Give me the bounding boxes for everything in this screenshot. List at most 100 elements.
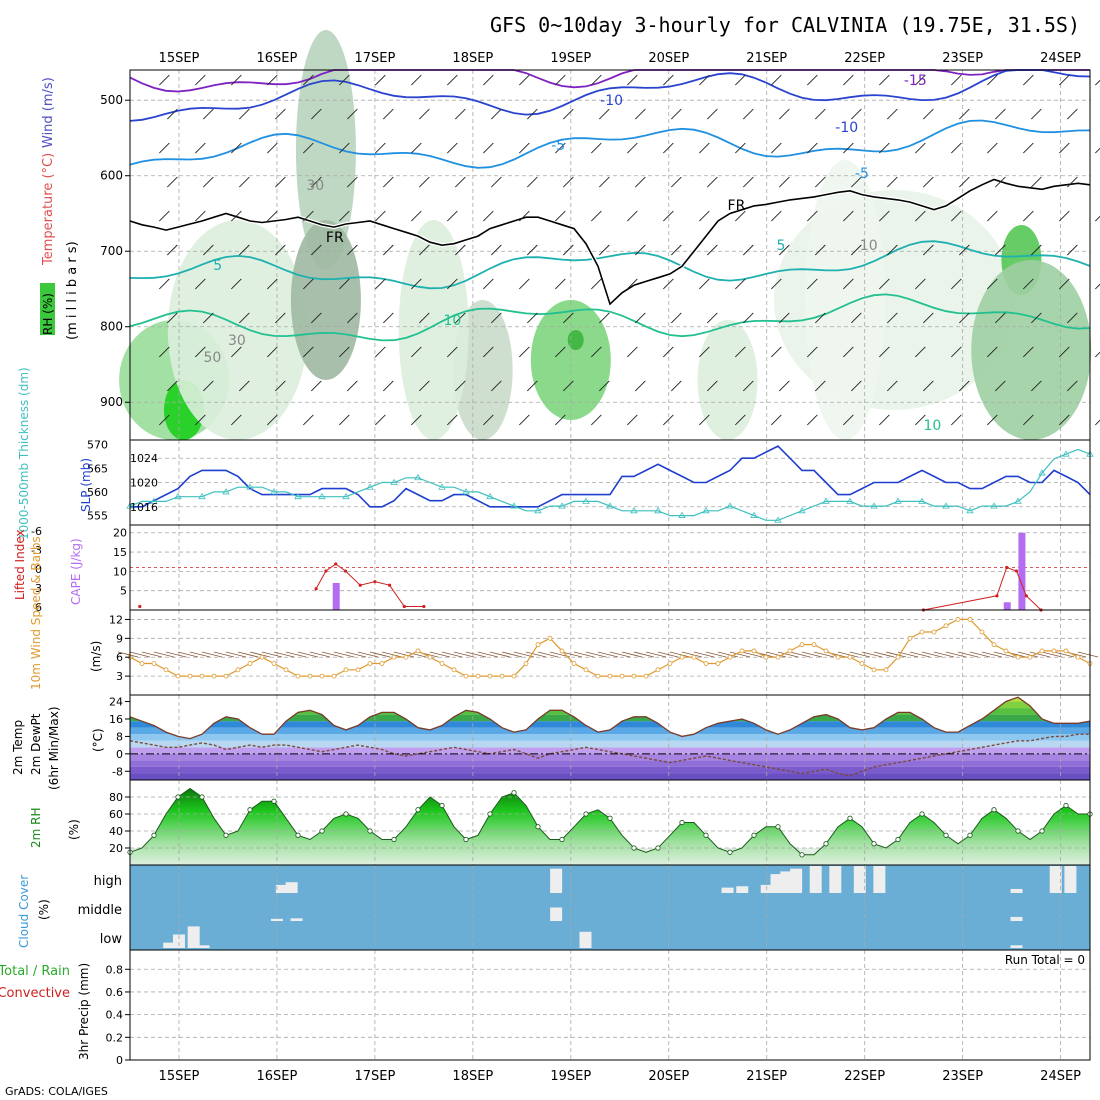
wind-barb — [267, 346, 278, 358]
rh-legend-swatch — [40, 283, 55, 335]
wind-barb — [779, 244, 790, 256]
wind-barb — [311, 176, 322, 188]
cloud-cover-panel: high middle low Cloud Cover (%) — [17, 864, 1091, 951]
rh-point — [775, 824, 781, 830]
wind-barb — [141, 651, 163, 658]
thickness-tick-label: 555 — [87, 510, 108, 523]
thickness-marker — [630, 507, 638, 514]
thickness-marker — [798, 507, 806, 514]
cloud-level-label: middle — [78, 903, 122, 918]
thickness-marker — [894, 497, 902, 504]
wind-speed-point — [991, 642, 997, 648]
ylabel-thickness: 1000-500mb Thickness (dm) — [17, 367, 31, 540]
wind-barb — [699, 414, 710, 426]
wind-barb — [635, 312, 646, 324]
wind-barb — [489, 651, 511, 658]
wind-barb — [663, 74, 674, 86]
thickness-marker — [918, 497, 926, 504]
wind-barb — [959, 108, 970, 120]
wind-barb — [411, 74, 422, 86]
wind-barb — [1023, 142, 1034, 154]
wind-barb — [951, 346, 962, 358]
wind-barb — [959, 176, 970, 188]
wind-barb — [635, 176, 646, 188]
y-tick-label: 0.6 — [106, 986, 124, 999]
wind-barb — [177, 651, 199, 658]
wind-speed-point — [703, 661, 709, 666]
wind-barb — [483, 346, 494, 358]
rh-point — [703, 832, 709, 838]
cloud-bar — [780, 871, 793, 893]
rh-point — [895, 836, 901, 843]
y-tick-label: 0.2 — [106, 1031, 124, 1044]
wind-barb — [563, 108, 574, 120]
wind-barb — [663, 210, 674, 222]
lifted-index-point — [314, 587, 318, 591]
y-tick-label: 16 — [109, 713, 123, 726]
wind-barb — [555, 142, 566, 154]
ylabel-cloud: Cloud Cover — [17, 875, 31, 948]
ylabel-minmax: (6hr Min/Max) — [47, 707, 61, 791]
rh-point — [295, 832, 301, 838]
wind-speed-point — [787, 648, 793, 654]
wind-barb — [671, 108, 682, 120]
wind-barb — [743, 244, 754, 256]
wind-barb — [1053, 651, 1075, 658]
bottom-date-label: 16SEP — [257, 1069, 298, 1084]
wind-barb — [159, 346, 170, 358]
wind-barb — [167, 312, 178, 324]
wind-barb — [707, 176, 718, 188]
wind-speed-point — [427, 654, 433, 660]
contour-label: 10 — [443, 313, 461, 329]
temp-band — [130, 760, 1090, 767]
cloud-bar — [1064, 866, 1077, 893]
temp-band — [130, 740, 1090, 748]
wind-barb — [591, 210, 602, 222]
contour-label: -15 — [904, 73, 927, 89]
thickness-marker — [822, 497, 830, 504]
rh-point — [655, 845, 661, 851]
wind-speed-point — [979, 629, 985, 635]
wind-barb — [717, 651, 739, 658]
wind-barb — [237, 651, 259, 658]
wind-barb — [815, 380, 826, 392]
cloud-bar — [550, 907, 563, 921]
wind-speed-point — [463, 673, 469, 679]
lifted-index-tick-label: 0 — [35, 563, 42, 576]
wind-barb — [851, 380, 862, 392]
wind-speed-point — [139, 661, 145, 666]
wind-barb — [663, 142, 674, 154]
wind-barb — [195, 346, 206, 358]
wind-barb — [383, 176, 394, 188]
wind-barb — [261, 651, 283, 658]
wind-barb — [333, 651, 355, 658]
wind-speed-point — [1051, 648, 1057, 654]
wind-barb — [303, 278, 314, 290]
y-tick-label: 8 — [116, 730, 123, 743]
wind-barb — [1031, 312, 1042, 324]
wind-speed-point — [187, 673, 193, 679]
wind-barb — [419, 176, 430, 188]
wind-barb — [555, 210, 566, 222]
wind-barb — [195, 142, 206, 154]
wind-barb — [231, 414, 242, 426]
wind-barb — [915, 414, 926, 426]
cloud-bar — [1010, 916, 1023, 921]
temp-contour--10 — [129, 69, 1091, 122]
ylabel-millibars: (m i l l i b a r s) — [65, 241, 80, 340]
wind-barb — [735, 414, 746, 426]
wind-speed-point — [619, 673, 625, 679]
wind-speed-point — [511, 673, 517, 679]
wind-barb — [585, 651, 607, 658]
wind-barb — [995, 312, 1006, 324]
wind-barb — [915, 210, 926, 222]
wind-barb — [203, 244, 214, 256]
wind-barb — [987, 414, 998, 426]
wind-barb — [563, 312, 574, 324]
top-date-label: 23SEP — [942, 51, 983, 66]
wind-barb — [225, 651, 247, 658]
y-tick-label: 600 — [100, 169, 123, 183]
wind-barb — [987, 142, 998, 154]
thickness-marker — [774, 516, 782, 523]
wind-speed-point — [895, 654, 901, 660]
